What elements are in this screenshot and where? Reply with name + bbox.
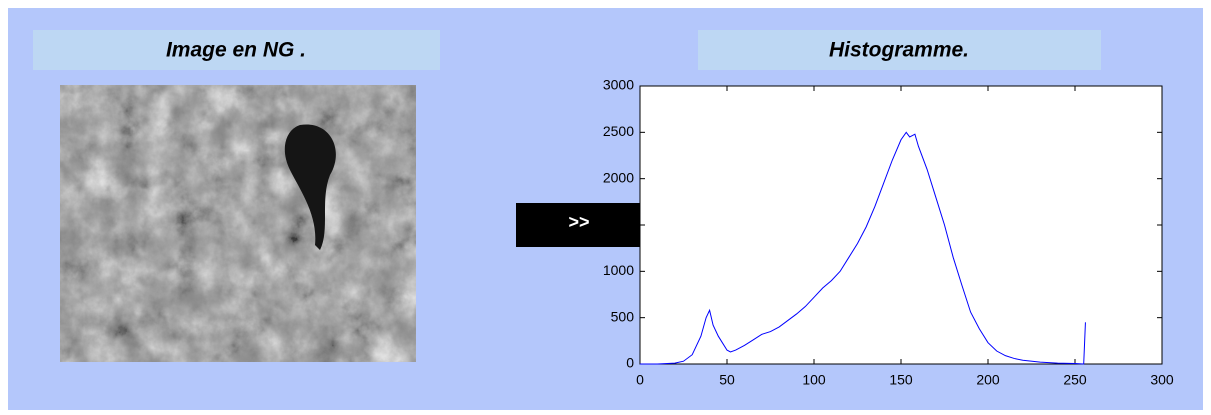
x-tick-label: 300 [1150,372,1174,388]
left-title: Image en NG . [166,39,306,62]
right-title: Histogramme. [829,39,969,62]
y-tick-label: 2500 [603,123,634,139]
grayscale-image-texture [60,85,416,362]
button[interactable]: >> [516,203,640,247]
x-tick-label: 50 [719,372,735,388]
y-tick-label: 0 [626,355,634,371]
x-tick-label: 250 [1063,372,1087,388]
x-tick-label: 150 [889,372,913,388]
x-tick-label: 200 [976,372,1000,388]
plot-area [640,86,1162,364]
x-tick-label: 100 [802,372,826,388]
y-tick-label: 1000 [603,262,634,278]
app-window: Image en NG . Histogramme. 0500100015002… [0,0,1211,415]
y-tick-label: 2000 [603,169,634,185]
y-tick-label: 3000 [603,77,634,93]
histogram-chart: 0500100015002000250030000501001502002503… [603,77,1174,388]
x-tick-label: 0 [636,372,644,388]
page: Image en NG . Histogramme. 0500100015002… [0,0,1211,415]
button-label[interactable]: >> [568,212,589,232]
y-tick-label: 500 [611,308,635,324]
